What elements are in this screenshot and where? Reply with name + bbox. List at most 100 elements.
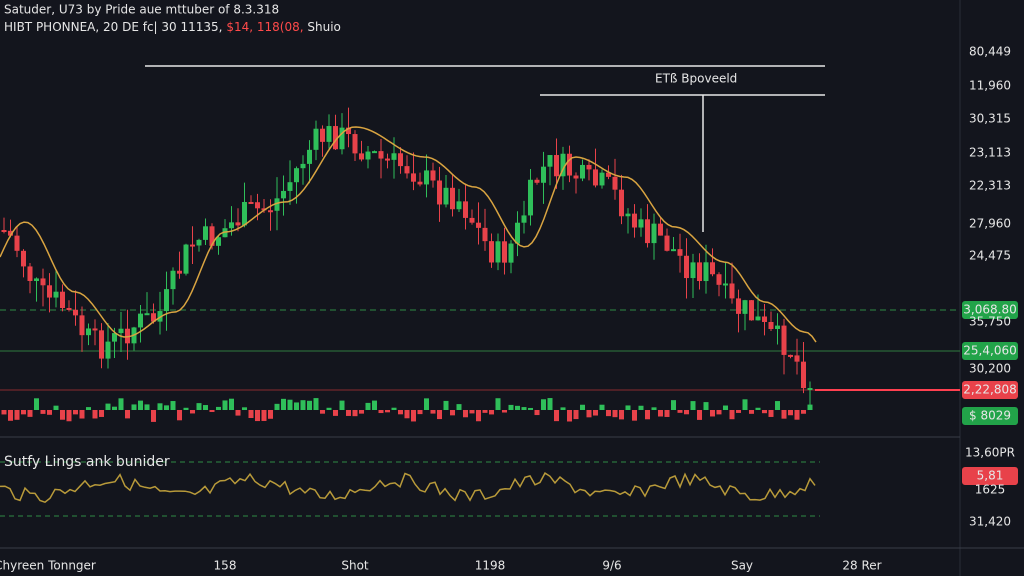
price-tag (962, 342, 1018, 360)
candle (372, 151, 377, 154)
volume-bar (21, 410, 26, 415)
candle (105, 341, 111, 359)
candle (710, 262, 715, 275)
candle (612, 176, 618, 190)
volume-bar (456, 404, 462, 410)
volume-bar (326, 407, 332, 410)
price-tag (962, 407, 1018, 425)
candle (560, 153, 566, 177)
candle (14, 235, 20, 251)
candle (697, 262, 702, 282)
volume-bar (619, 410, 624, 420)
volume-bar (79, 410, 85, 419)
volume-bar (710, 410, 715, 417)
volume-bar (528, 407, 533, 410)
volume-bar (749, 410, 754, 414)
candle (190, 244, 195, 247)
candle (528, 179, 533, 216)
candle (502, 241, 507, 263)
volume-bar (131, 404, 137, 410)
candle (99, 330, 104, 359)
candle (703, 262, 709, 282)
volume-bar (489, 410, 494, 415)
volume-bar (534, 410, 540, 416)
price-label: 30,315 (969, 112, 1011, 126)
volume-bar (781, 410, 787, 419)
candle (92, 328, 98, 331)
candle (27, 266, 33, 281)
volume-bar (92, 410, 98, 419)
price-label: 30,200 (969, 362, 1011, 376)
price-label: 5,81 (977, 469, 1004, 483)
price-label: $ 8029 (969, 409, 1011, 423)
volume-bar (14, 410, 20, 420)
candle (411, 173, 416, 182)
volume-bar (112, 406, 117, 410)
price-tag (962, 301, 1018, 319)
volume-bar (736, 410, 741, 413)
price-label: 2,22,808 (963, 383, 1016, 397)
volume-bar (606, 410, 611, 417)
candle (430, 170, 436, 181)
volume-bar (190, 410, 195, 414)
volume-bar (742, 399, 748, 410)
candle (157, 311, 163, 322)
volume-bar (47, 410, 52, 415)
time-label: 158 (214, 559, 237, 573)
volume-bar (586, 410, 592, 418)
volume-bar (216, 406, 221, 410)
volume-bar (677, 410, 683, 413)
volume-bar (424, 398, 429, 410)
candle (346, 127, 351, 135)
candle (515, 222, 520, 244)
price-label: 35,750 (969, 315, 1011, 329)
candle (164, 289, 169, 312)
volume-bar (391, 407, 397, 410)
candle (469, 217, 475, 223)
volume-bar (261, 410, 267, 421)
volume-bar (437, 410, 442, 420)
volume-bar (229, 398, 234, 410)
candle (359, 153, 364, 160)
header-price: $14, 118(08, (226, 20, 303, 34)
volume-bar (203, 405, 208, 410)
candle (326, 126, 332, 142)
volume-bar (495, 398, 501, 410)
candle (183, 244, 189, 274)
candle (287, 182, 293, 191)
candle (775, 325, 780, 330)
candle (47, 285, 52, 298)
candle (677, 249, 683, 256)
volume-bar (541, 399, 546, 410)
candle (684, 255, 689, 279)
candle (749, 300, 754, 321)
candle (450, 187, 455, 210)
candle (144, 313, 150, 316)
candle (736, 298, 741, 314)
volume-bar (99, 410, 104, 417)
candle (268, 210, 273, 213)
volume-bar (690, 401, 696, 410)
candle (339, 127, 345, 150)
volume-bar (755, 407, 761, 410)
candle (398, 153, 403, 167)
volume-bar (404, 410, 410, 419)
candle (34, 278, 39, 281)
volume-bar (398, 410, 403, 415)
header-text: Shuio (307, 20, 341, 34)
candle (417, 181, 423, 185)
volume-bar (411, 410, 416, 422)
volume-bar (177, 410, 182, 421)
candle (580, 164, 585, 179)
header-line: HIBT PHONNEA, 20 DE fc| 30 11135, $14, 1… (4, 20, 341, 34)
volume-bar (144, 404, 150, 410)
candle (248, 201, 254, 204)
candle (352, 134, 358, 154)
candle (723, 283, 728, 286)
price-label: 27,960 (969, 217, 1011, 231)
time-label: Shot (341, 559, 369, 573)
time-label: 28 Rer (842, 559, 881, 573)
oscillator-line (0, 472, 816, 504)
price-label: 24,475 (969, 249, 1011, 263)
volume-bar (170, 401, 176, 410)
